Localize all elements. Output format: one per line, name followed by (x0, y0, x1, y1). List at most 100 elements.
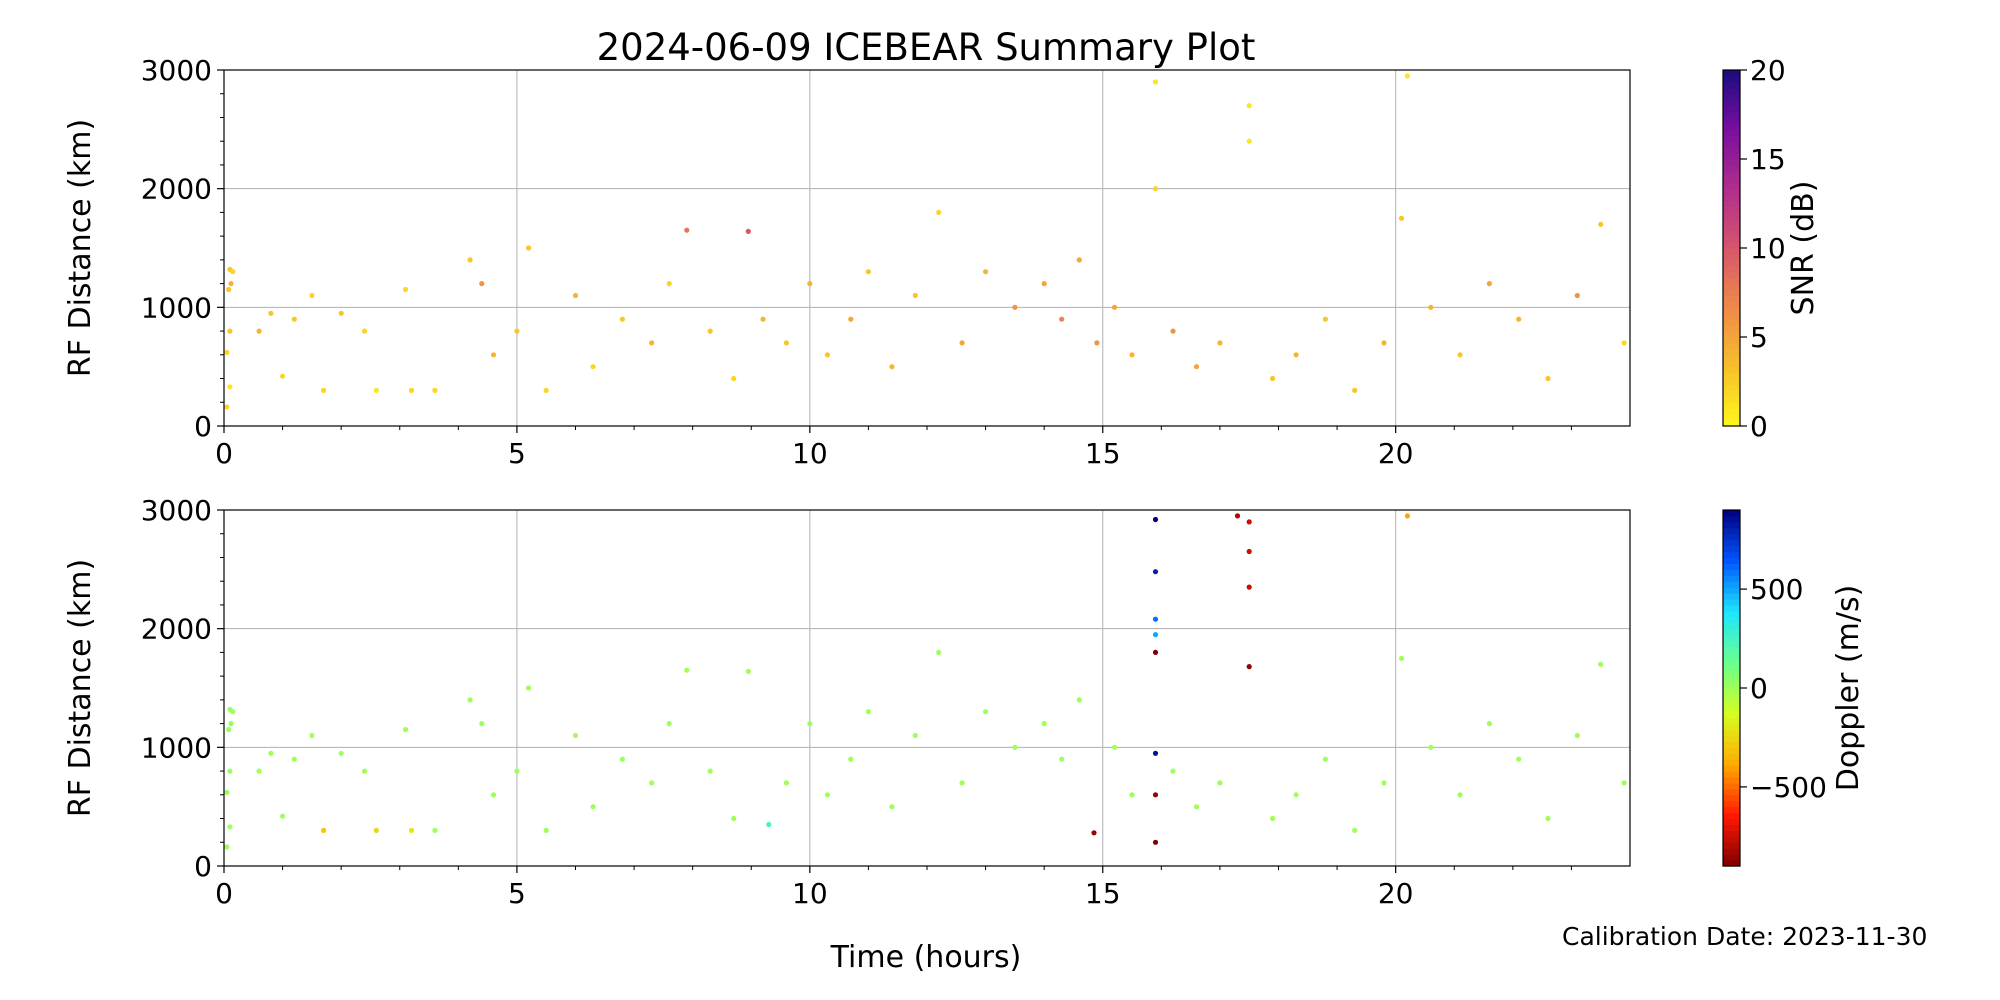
data-point (865, 709, 872, 715)
data-point (1322, 316, 1328, 322)
data-point (228, 281, 234, 287)
colorbar-segment (1723, 658, 1740, 665)
colorbar-segment (1723, 747, 1740, 754)
colorbar-segment (1723, 569, 1740, 576)
data-point (373, 827, 379, 834)
data-point (291, 316, 297, 322)
data-point (1545, 815, 1551, 822)
colorbar-segment (1723, 325, 1740, 332)
data-point (760, 316, 766, 322)
colorbar-segment (1723, 782, 1740, 790)
x-tick-label: 10 (792, 437, 828, 470)
x-tick-label: 20 (1378, 877, 1414, 910)
colorbar-segment (1723, 271, 1740, 279)
colorbar-segment (1723, 693, 1740, 701)
data-point (1041, 721, 1047, 727)
data-point (666, 721, 672, 727)
data-point (1170, 328, 1176, 334)
data-point (1059, 316, 1065, 322)
data-point (1486, 721, 1492, 727)
colorbar-segment (1723, 153, 1740, 160)
colorbar-segment (1723, 135, 1740, 142)
colorbar-segment (1723, 664, 1740, 671)
data-point (731, 375, 737, 382)
colorbar-segment (1723, 510, 1740, 517)
colorbar-segment (1723, 265, 1740, 273)
data-point (230, 709, 236, 715)
data-point (490, 352, 497, 358)
colorbar-segment (1723, 634, 1740, 642)
data-point (256, 328, 262, 334)
data-point (224, 349, 230, 355)
colorbar-segment (1723, 539, 1740, 547)
data-point (227, 384, 233, 390)
data-point (1152, 569, 1159, 575)
data-point (1152, 79, 1159, 85)
data-point (1091, 830, 1097, 836)
data-point (1246, 519, 1252, 525)
colorbar-segment (1723, 248, 1740, 255)
colorbar-segment (1723, 230, 1740, 237)
colorbar-segment (1723, 842, 1740, 849)
colorbar-segment (1723, 200, 1740, 208)
data-point (1234, 513, 1241, 519)
colorbar-tick-label: 15 (1750, 143, 1786, 176)
colorbar-segment (1723, 616, 1740, 624)
colorbar-segment (1723, 800, 1740, 808)
data-point (1246, 138, 1252, 144)
colorbar-segment (1723, 396, 1740, 403)
colorbar-tick-label: 10 (1750, 232, 1786, 265)
colorbar-title: SNR (dB) (1786, 181, 1821, 316)
data-point (224, 844, 230, 850)
data-point (1076, 257, 1082, 263)
data-point (403, 286, 409, 293)
data-point (649, 780, 655, 786)
colorbar-segment (1723, 640, 1740, 648)
data-point (1170, 768, 1176, 774)
data-point (1381, 780, 1387, 786)
colorbar-segment (1723, 533, 1740, 541)
colorbar-segment (1723, 557, 1740, 564)
colorbar-segment (1723, 277, 1740, 285)
data-point (1621, 340, 1627, 346)
plot-area (224, 70, 1630, 426)
data-point (1270, 815, 1276, 822)
colorbar-segment (1723, 599, 1740, 606)
data-point (912, 732, 918, 739)
data-point (1152, 516, 1159, 523)
colorbar-segment (1723, 610, 1740, 618)
colorbar-segment (1723, 581, 1740, 588)
points-group (224, 513, 1627, 850)
data-point (1059, 756, 1065, 762)
colorbar-segment (1723, 253, 1740, 261)
data-point (1129, 792, 1135, 798)
data-point (526, 685, 532, 691)
data-point (807, 281, 813, 287)
data-point (373, 387, 379, 393)
colorbar-segment (1723, 551, 1740, 559)
colorbar-tick-label: 0 (1750, 410, 1768, 443)
colorbar-segment (1723, 717, 1740, 725)
colorbar-segment (1723, 289, 1740, 297)
data-point (1193, 804, 1200, 810)
colorbar-segment (1723, 765, 1740, 772)
data-point (1129, 352, 1135, 358)
y-tick-label: 1000 (141, 291, 212, 324)
data-point (572, 292, 579, 299)
colorbar-segment (1723, 87, 1740, 95)
data-point (666, 281, 672, 287)
data-point (1404, 73, 1410, 79)
colorbar-segment (1723, 372, 1740, 380)
colorbar-segment (1723, 682, 1740, 689)
data-point (432, 387, 438, 393)
colorbar-segment (1723, 384, 1740, 391)
data-point (731, 815, 737, 822)
colorbar-segment (1723, 176, 1740, 184)
data-point (526, 245, 532, 251)
data-point (268, 310, 274, 316)
data-point (1152, 632, 1159, 638)
colorbar-segment (1723, 348, 1740, 356)
colorbar-segment (1723, 414, 1740, 421)
y-tick-label: 2000 (141, 613, 212, 646)
data-point (1621, 780, 1627, 786)
